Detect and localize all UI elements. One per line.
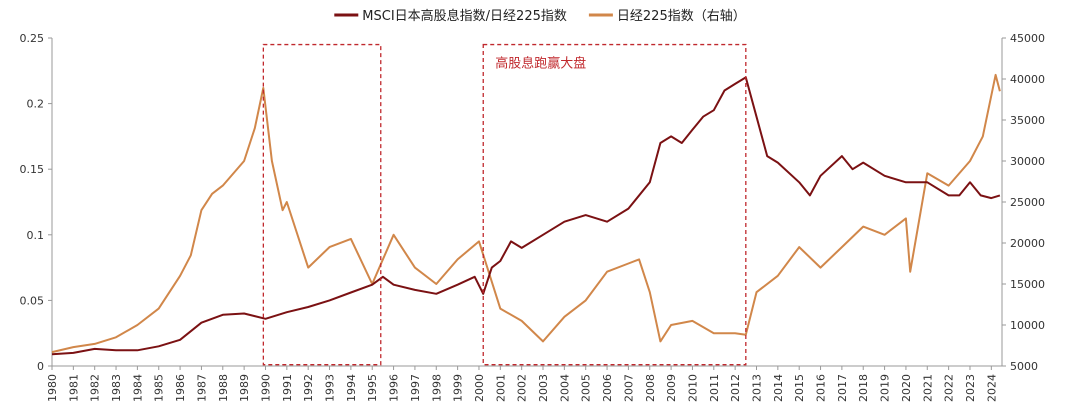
x-tick-label: 1983 bbox=[110, 374, 123, 402]
x-tick-label: 2020 bbox=[900, 374, 913, 402]
x-tick-label: 2000 bbox=[473, 374, 486, 402]
plot-lines bbox=[51, 73, 1001, 356]
right-tick-label: 5000 bbox=[1010, 360, 1038, 373]
left-tick-label: 0.15 bbox=[20, 163, 45, 176]
annotation-label: 高股息跑赢大盘 bbox=[495, 56, 586, 72]
x-tick-label: 1993 bbox=[324, 374, 337, 402]
series-line-nikkei225 bbox=[51, 73, 1001, 354]
x-tick-label: 1991 bbox=[281, 374, 294, 402]
x-tick-label: 2015 bbox=[793, 374, 806, 402]
x-tick-label: 2021 bbox=[921, 374, 934, 402]
x-tick-label: 2003 bbox=[537, 374, 550, 402]
x-tick-label: 2005 bbox=[580, 374, 593, 402]
x-tick-label: 1999 bbox=[452, 374, 465, 402]
x-tick-label: 2008 bbox=[644, 374, 657, 402]
x-tick-label: 1982 bbox=[89, 374, 102, 402]
x-tick-label: 1988 bbox=[217, 374, 230, 402]
x-tick-label: 2019 bbox=[879, 374, 892, 402]
left-tick-label: 0 bbox=[37, 360, 44, 373]
right-axis: 5000 10000 15000 20000 25000 30000 35000 40000 4… bbox=[1001, 32, 1045, 373]
x-tick-label: 2002 bbox=[516, 374, 529, 402]
x-axis: 1980 1981 1982 1983 1984 1985 1986 1987 1988 1989… bbox=[46, 365, 1002, 402]
x-tick-label: 2014 bbox=[772, 374, 785, 402]
legend-item: MSCI日本高股息指数/日经225指数 bbox=[334, 8, 567, 24]
right-tick-label: 30000 bbox=[1010, 155, 1045, 168]
series-line-msci-high-dividend-ratio bbox=[51, 76, 1001, 356]
x-tick-label: 1996 bbox=[388, 374, 401, 402]
x-tick-label: 1984 bbox=[131, 374, 144, 402]
left-tick-label: 0.1 bbox=[27, 229, 45, 242]
annotations: 高股息跑赢大盘 bbox=[262, 43, 747, 366]
x-tick-label: 2010 bbox=[686, 374, 699, 402]
x-tick-label: 2009 bbox=[665, 374, 678, 402]
legend-label: MSCI日本高股息指数/日经225指数 bbox=[362, 8, 567, 24]
legend-item: 日经225指数（右轴） bbox=[588, 9, 746, 24]
right-tick-label: 35000 bbox=[1010, 114, 1045, 127]
x-tick-label: 1986 bbox=[174, 374, 187, 402]
x-tick-label: 2004 bbox=[558, 374, 571, 402]
x-tick-label: 2013 bbox=[750, 374, 763, 402]
left-axis: 0 0.05 0.1 0.15 0.2 0.25 bbox=[20, 32, 53, 373]
right-tick-label: 25000 bbox=[1010, 196, 1045, 209]
x-tick-label: 1997 bbox=[409, 374, 422, 402]
x-tick-label: 2007 bbox=[622, 374, 635, 402]
x-tick-label: 2023 bbox=[964, 374, 977, 402]
x-tick-label: 2024 bbox=[985, 374, 998, 402]
right-tick-label: 15000 bbox=[1010, 278, 1045, 291]
right-tick-label: 40000 bbox=[1010, 73, 1045, 86]
right-tick-label: 20000 bbox=[1010, 237, 1045, 250]
x-tick-label: 2017 bbox=[836, 374, 849, 402]
x-tick-label: 1995 bbox=[366, 374, 379, 402]
left-tick-label: 0.25 bbox=[20, 32, 45, 45]
legend: MSCI日本高股息指数/日经225指数 日经225指数（右轴） bbox=[334, 8, 746, 24]
x-tick-label: 1990 bbox=[259, 374, 272, 402]
x-tick-label: 1980 bbox=[46, 374, 59, 402]
right-tick-label: 45000 bbox=[1010, 32, 1045, 45]
x-tick-label: 2011 bbox=[708, 374, 721, 402]
x-tick-label: 1985 bbox=[153, 374, 166, 402]
annotation-box bbox=[262, 43, 382, 366]
left-tick-label: 0.2 bbox=[27, 98, 45, 111]
right-tick-label: 10000 bbox=[1010, 319, 1045, 332]
x-tick-label: 1998 bbox=[430, 374, 443, 402]
x-tick-label: 2016 bbox=[815, 374, 828, 402]
x-tick-label: 2012 bbox=[729, 374, 742, 402]
annotation-box bbox=[482, 43, 747, 366]
x-tick-label: 1992 bbox=[302, 374, 315, 402]
x-tick-label: 1994 bbox=[345, 374, 358, 402]
x-tick-label: 1981 bbox=[67, 374, 80, 402]
x-tick-label: 1987 bbox=[195, 374, 208, 402]
x-tick-label: 2022 bbox=[943, 374, 956, 402]
x-tick-label: 2006 bbox=[601, 374, 614, 402]
left-tick-label: 0.05 bbox=[20, 294, 45, 307]
x-tick-label: 2018 bbox=[857, 374, 870, 402]
x-tick-label: 1989 bbox=[238, 374, 251, 402]
legend-label: 日经225指数（右轴） bbox=[617, 9, 746, 24]
x-tick-label: 2001 bbox=[494, 374, 507, 402]
